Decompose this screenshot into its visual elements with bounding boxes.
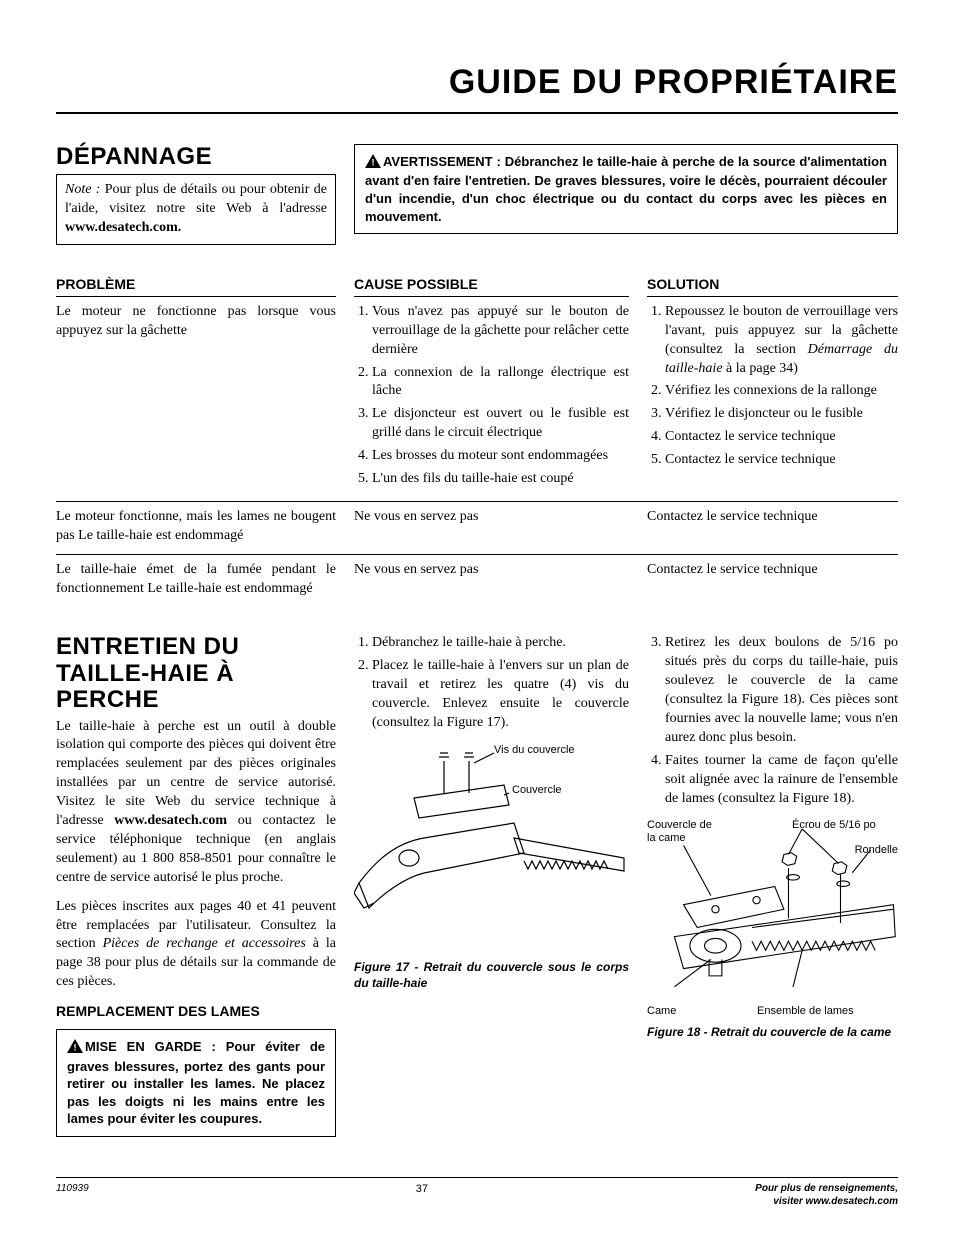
col-header-solution: SOLUTION [647, 275, 898, 297]
warning-icon: ! [365, 154, 381, 173]
remplacement-subheading: REMPLACEMENT DES LAMES [56, 1002, 336, 1021]
cause-item: Les brosses du moteur sont endommagées [372, 447, 629, 466]
step-item: Placez le taille-haie à l'envers sur un … [372, 657, 629, 733]
solution-item: Contactez le service technique [665, 428, 898, 447]
footer-website: Pour plus de renseignements, visiter www… [755, 1182, 898, 1209]
fig18-label-couvercle-came-2: la came [647, 831, 686, 846]
trouble-row: Le moteur fonctionne, mais les lames ne … [56, 502, 898, 555]
step-item: Faites tourner la came de façon qu'elle … [665, 752, 898, 809]
solution-text: Contactez le service technique [647, 508, 898, 546]
fig17-label-couvercle: Couvercle [512, 783, 562, 798]
note-prefix: Note : [65, 182, 100, 197]
solution-item: Repoussez le bouton de verrouillage vers… [665, 303, 898, 379]
note-url: www.desatech.com. [65, 220, 181, 235]
fig17-caption: Figure 17 - Retrait du couvercle sous le… [354, 959, 629, 991]
footer-page-number: 37 [416, 1182, 428, 1197]
cause-text: Ne vous en servez pas [354, 561, 629, 599]
solution-item: Vérifiez les connexions de la rallonge [665, 382, 898, 401]
maintenance-section: ENTRETIEN DU TAILLE-HAIE À PERCHE Le tai… [56, 634, 898, 1136]
trouble-row: Le moteur ne fonctionne pas lorsque vous… [56, 297, 898, 502]
steps-right: Retirez les deux boulons de 5/16 po situ… [647, 634, 898, 808]
fig18-caption: Figure 18 - Retrait du couvercle de la c… [647, 1024, 898, 1040]
cause-item: Vous n'avez pas appuyé sur le bouton de … [372, 303, 629, 360]
warn-label: AVERTISSEMENT : [383, 154, 505, 169]
fig17-label-vis: Vis du couvercle [494, 743, 575, 758]
col-header-problem: PROBLÈME [56, 275, 336, 297]
page-footer: 110939 37 Pour plus de renseignements, v… [56, 1177, 898, 1209]
solution-text: Contactez le service technique [647, 561, 898, 599]
cause-item: Le disjoncteur est ouvert ou le fusible … [372, 405, 629, 443]
problem-text: Le moteur ne fonctionne pas lorsque vous… [56, 303, 336, 493]
cause-item: L'un des fils du taille-haie est coupé [372, 470, 629, 489]
steps-mid: Débranchez le taille-haie à perche. Plac… [354, 634, 629, 732]
svg-text:!: ! [73, 1042, 76, 1052]
entretien-p2: Les pièces inscrites aux pages 40 et 41 … [56, 898, 336, 992]
note-box: Note : Pour plus de détails ou pour obte… [56, 174, 336, 245]
svg-text:!: ! [371, 157, 374, 167]
entretien-heading: ENTRETIEN DU TAILLE-HAIE À PERCHE [56, 634, 336, 713]
warning-box: ! AVERTISSEMENT : Débranchez le taille-h… [354, 144, 898, 234]
fig18-label-lames: Ensemble de lames [757, 1004, 854, 1019]
problem-text: Le moteur fonctionne, mais les lames ne … [56, 508, 336, 546]
step-item: Débranchez le taille-haie à perche. [372, 634, 629, 653]
solution-list: Repoussez le bouton de verrouillage vers… [647, 303, 898, 470]
note-body: Pour plus de détails ou pour obtenir de … [65, 182, 327, 216]
caution-box: ! MISE EN GARDE : Pour éviter de graves … [56, 1029, 336, 1137]
entretien-p1: Le taille-haie à perche est un outil à d… [56, 718, 336, 888]
trouble-row: Le taille-haie émet de la fumée pendant … [56, 555, 898, 607]
depannage-top-row: DÉPANNAGE Note : Pour plus de détails ou… [56, 144, 898, 259]
troubleshoot-headers: PROBLÈME CAUSE POSSIBLE SOLUTION [56, 275, 898, 297]
warning-icon: ! [67, 1039, 83, 1058]
fig18-label-came: Came [647, 1004, 676, 1019]
figure-17: Vis du couvercle Couvercle [354, 743, 629, 991]
footer-doc-number: 110939 [56, 1182, 89, 1196]
cause-item: La connexion de la rallonge électrique e… [372, 364, 629, 402]
fig17-svg [354, 743, 629, 953]
figure-18: Couvercle de la came Écrou de 5/16 po Ro… [647, 818, 898, 1040]
problem-text: Le taille-haie émet de la fumée pendant … [56, 561, 336, 599]
main-title: GUIDE DU PROPRIÉTAIRE [56, 60, 898, 114]
solution-item: Contactez le service technique [665, 451, 898, 470]
fig18-label-ecrou: Écrou de 5/16 po [792, 818, 876, 833]
solution-item: Vérifiez le disjoncteur ou le fusible [665, 405, 898, 424]
step-item: Retirez les deux boulons de 5/16 po situ… [665, 634, 898, 747]
caution-label: MISE EN GARDE : [85, 1039, 226, 1054]
depannage-heading: DÉPANNAGE [56, 144, 336, 170]
cause-text: Ne vous en servez pas [354, 508, 629, 546]
col-header-cause: CAUSE POSSIBLE [354, 275, 629, 297]
cause-list: Vous n'avez pas appuyé sur le bouton de … [354, 303, 629, 489]
fig18-label-rondelle: Rondelle [855, 843, 898, 858]
